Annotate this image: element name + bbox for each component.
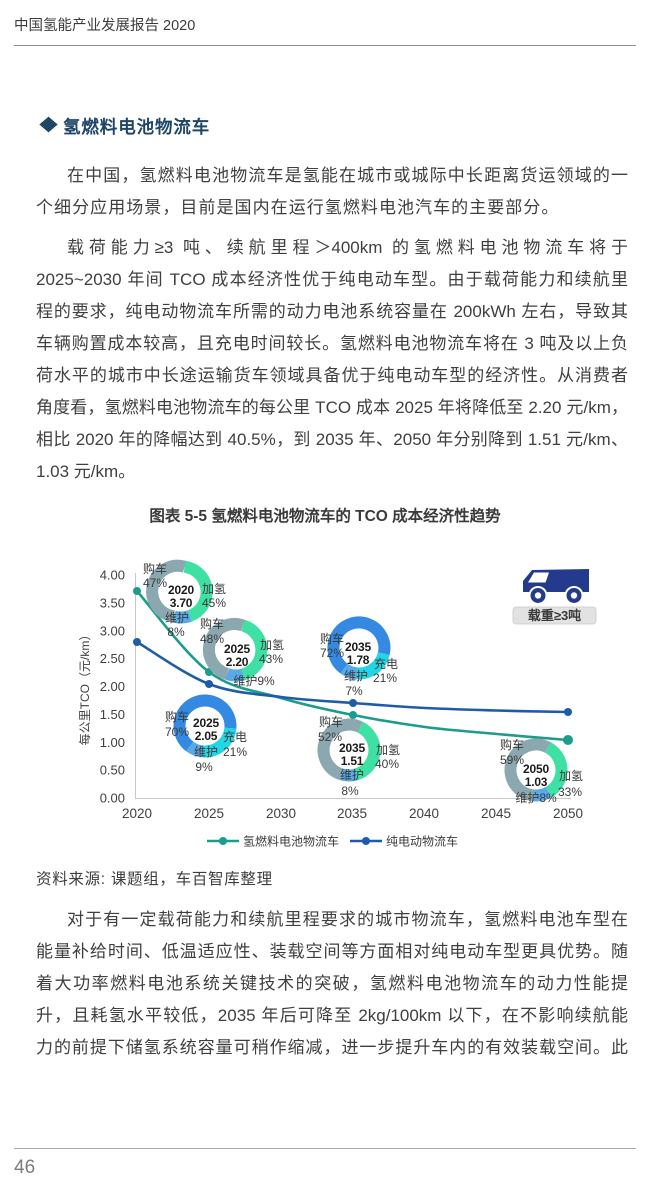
svg-text:2035: 2035 [337,806,367,821]
svg-text:2.50: 2.50 [100,651,125,666]
svg-text:9%: 9% [195,760,213,774]
svg-text:48%: 48% [200,632,224,646]
svg-text:2020: 2020 [168,583,194,597]
svg-text:1.50: 1.50 [100,707,125,722]
svg-text:2045: 2045 [481,806,511,821]
svg-text:充电: 充电 [223,729,247,744]
svg-text:维护: 维护 [340,768,364,782]
svg-text:1.78: 1.78 [347,653,370,667]
svg-text:加氢: 加氢 [559,768,583,783]
svg-text:21%: 21% [223,745,247,759]
svg-text:3.00: 3.00 [100,623,125,638]
svg-text:2.20: 2.20 [226,655,249,669]
svg-text:45%: 45% [202,596,226,610]
svg-text:8%: 8% [167,625,185,639]
svg-text:8%: 8% [341,784,359,798]
svg-text:每公里TCO（元/km）: 每公里TCO（元/km） [77,629,92,746]
svg-text:2.05: 2.05 [195,729,218,743]
svg-text:维护: 维护 [344,669,368,683]
svg-text:加氢: 加氢 [260,637,284,652]
svg-text:载重≥3吨: 载重≥3吨 [528,608,581,623]
svg-text:2050: 2050 [553,806,583,821]
svg-text:21%: 21% [373,671,397,685]
svg-text:3.70: 3.70 [170,596,193,610]
svg-text:2035: 2035 [339,741,365,755]
svg-text:7%: 7% [345,684,363,698]
svg-text:2025: 2025 [194,806,224,821]
svg-text:33%: 33% [558,785,582,799]
svg-text:维护: 维护 [165,611,189,625]
svg-text:2040: 2040 [409,806,439,821]
svg-text:70%: 70% [165,725,189,739]
svg-text:购车: 购车 [319,714,343,729]
svg-text:59%: 59% [500,753,524,767]
svg-text:2025: 2025 [224,642,250,656]
svg-text:维护: 维护 [194,745,218,759]
svg-text:0.50: 0.50 [100,763,125,778]
svg-text:加氢: 加氢 [376,742,400,757]
svg-text:纯电动物流车: 纯电动物流车 [386,834,458,849]
svg-text:维护9%: 维护9% [233,674,275,688]
svg-text:43%: 43% [259,652,283,666]
svg-text:氢燃料电池物流车: 氢燃料电池物流车 [243,834,339,849]
svg-text:2020: 2020 [122,806,152,821]
svg-text:2.00: 2.00 [100,679,125,694]
svg-text:47%: 47% [143,576,167,590]
svg-text:0.00: 0.00 [100,791,125,806]
svg-text:2030: 2030 [266,806,296,821]
svg-text:1.03: 1.03 [525,775,548,789]
svg-text:充电: 充电 [374,656,398,671]
svg-text:购车: 购车 [500,737,524,752]
svg-text:加氢: 加氢 [202,581,226,596]
svg-text:52%: 52% [318,730,342,744]
svg-text:购车: 购车 [200,616,224,631]
svg-text:72%: 72% [320,646,344,660]
svg-text:40%: 40% [375,757,399,771]
svg-text:2035: 2035 [345,640,371,654]
svg-text:1.51: 1.51 [341,754,364,768]
svg-text:购车: 购车 [143,561,167,576]
svg-text:3.50: 3.50 [100,595,125,610]
svg-text:维护8%: 维护8% [515,791,557,805]
svg-text:2025: 2025 [193,716,219,730]
svg-text:购车: 购车 [165,709,189,724]
svg-text:购车: 购车 [320,631,344,646]
svg-text:1.00: 1.00 [100,735,125,750]
svg-text:2050: 2050 [523,762,549,776]
svg-text:4.00: 4.00 [100,568,125,583]
